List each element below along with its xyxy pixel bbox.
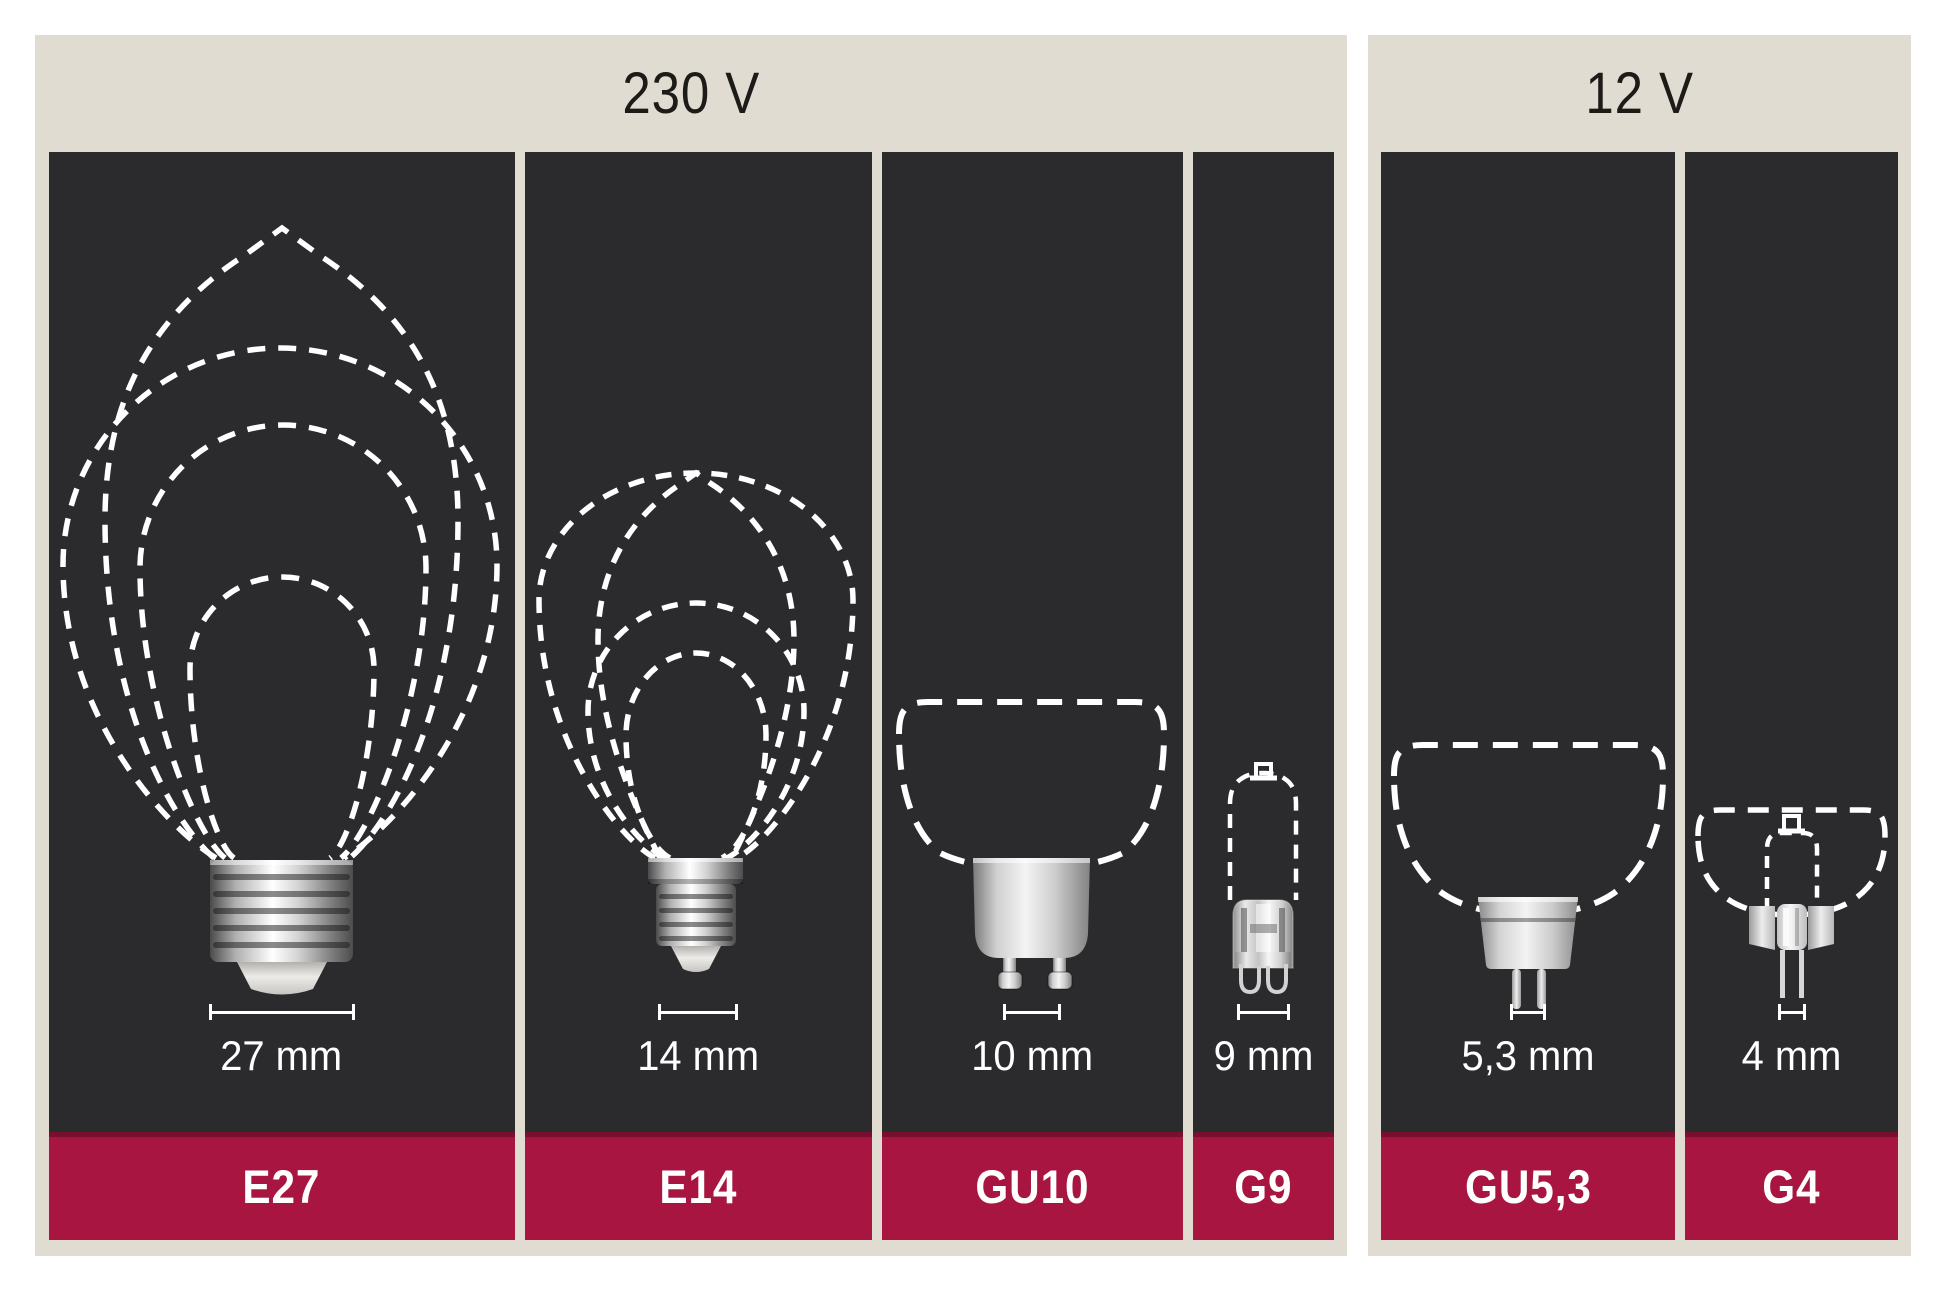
e14-art: 14 mm xyxy=(524,152,872,1132)
panel-230v: 230 V xyxy=(35,35,1347,1256)
gu10-name-plate: GU10 xyxy=(881,1132,1183,1240)
column-e14: 14 mm E14 xyxy=(524,152,872,1240)
e27-diameter-bracket xyxy=(208,1004,355,1020)
g9-name-label: G9 xyxy=(1233,1159,1293,1213)
gu10-measure: 10 mm xyxy=(882,1004,1183,1080)
g4-measure: 4 mm xyxy=(1685,1004,1898,1080)
e27-diameter-label: 27 mm xyxy=(220,1032,343,1079)
e27-name-label: E27 xyxy=(242,1159,321,1213)
panel-12v-header: 12 V xyxy=(1368,35,1911,152)
e27-screw-base-icon xyxy=(209,860,353,995)
column-g4: 4 mm G4 xyxy=(1685,152,1898,1240)
e27-name-plate: E27 xyxy=(48,1132,515,1240)
g4-tip-mark-icon xyxy=(1778,814,1805,834)
e27-art: 27 mm xyxy=(48,152,515,1132)
g4-name-label: G4 xyxy=(1762,1159,1821,1213)
voltage-label-230v: 230 V xyxy=(622,61,760,126)
e27-bulb-outline-icon xyxy=(59,224,500,995)
voltage-label-12v: 12 V xyxy=(1585,61,1694,126)
e14-measure: 14 mm xyxy=(525,1004,872,1080)
e27-measure: 27 mm xyxy=(49,1004,515,1080)
e14-name-label: E14 xyxy=(659,1159,737,1213)
e14-diameter-bracket xyxy=(658,1004,738,1020)
g9-art: 9 mm xyxy=(1192,152,1334,1132)
gu53-base-icon xyxy=(1478,897,1578,1009)
gu10-pin-spacing-bracket xyxy=(1003,1004,1061,1020)
g9-capsule-icon xyxy=(1231,899,1294,995)
column-gu10: 10 mm GU10 xyxy=(881,152,1183,1240)
g4-pin-spacing-bracket xyxy=(1777,1004,1806,1020)
gu10-pin-spacing-label: 10 mm xyxy=(971,1032,1093,1079)
column-e27: 27 mm E27 xyxy=(48,152,515,1240)
gu53-name-plate: GU5,3 xyxy=(1381,1132,1675,1240)
gu53-name-label: GU5,3 xyxy=(1464,1159,1592,1213)
g4-capsule-icon xyxy=(1749,904,1834,998)
e14-diameter-label: 14 mm xyxy=(637,1032,759,1079)
g9-name-plate: G9 xyxy=(1192,1132,1334,1240)
column-g9: 9 mm G9 xyxy=(1192,152,1334,1240)
g9-measure: 9 mm xyxy=(1193,1004,1334,1080)
g9-pin-spacing-bracket xyxy=(1236,1004,1290,1020)
g4-name-plate: G4 xyxy=(1685,1132,1898,1240)
gu10-bulb-outline-icon xyxy=(895,699,1167,990)
g9-pin-spacing-label: 9 mm xyxy=(1213,1032,1313,1079)
panel-12v-columns: 5,3 mm GU5,3 xyxy=(1368,152,1911,1256)
g4-art: 4 mm xyxy=(1685,152,1898,1132)
gu53-art: 5,3 mm xyxy=(1381,152,1675,1132)
panel-230v-columns: 27 mm E27 xyxy=(35,152,1347,1256)
panel-230v-header: 230 V xyxy=(35,35,1347,152)
panel-12v: 12 V xyxy=(1368,35,1911,1256)
gu10-art: 10 mm xyxy=(881,152,1183,1132)
e14-screw-base-icon xyxy=(647,858,743,972)
gu10-base-icon xyxy=(972,858,1090,990)
gu53-pin-spacing-label: 5,3 mm xyxy=(1461,1032,1595,1079)
gu53-pin-spacing-bracket xyxy=(1510,1004,1546,1020)
gu53-bulb-outline-icon xyxy=(1390,742,1667,1009)
e14-bulb-outline-icon xyxy=(535,469,856,972)
column-gu53: 5,3 mm GU5,3 xyxy=(1381,152,1675,1240)
g9-tip-mark-icon xyxy=(1249,762,1277,781)
gu10-name-label: GU10 xyxy=(974,1159,1090,1213)
gu53-measure: 5,3 mm xyxy=(1381,1004,1675,1080)
e14-name-plate: E14 xyxy=(524,1132,872,1240)
g4-pin-spacing-label: 4 mm xyxy=(1741,1032,1842,1079)
g9-bulb-outline-icon xyxy=(1227,762,1298,995)
g4-bulb-outline-icon xyxy=(1695,807,1888,998)
